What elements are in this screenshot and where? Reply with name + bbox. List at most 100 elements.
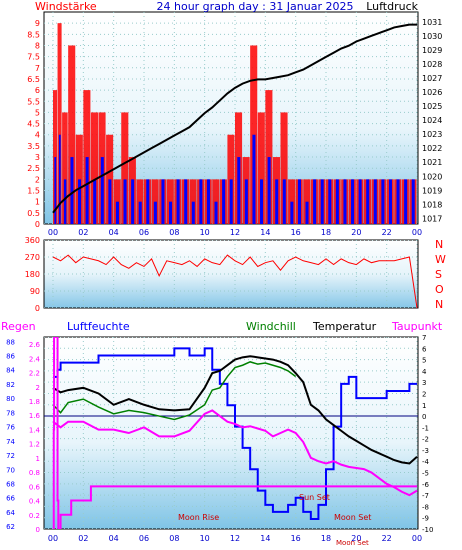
wind-x-tick-label: 14 [260,228,270,237]
wind-bar [267,157,271,224]
wind-bar [199,179,203,224]
dewpoint-line [52,409,418,497]
gust-bar [62,112,68,224]
wind-bar [108,179,112,224]
wind-bar [146,179,150,224]
humidity-line [53,347,417,521]
wind-bar [313,179,317,224]
wind-y-tick-label: 4 [35,131,40,140]
gust-bar [121,112,129,224]
temp-y-tick-label: 6 [422,345,427,353]
wind-y-tick-label: 2.5 [27,164,40,173]
wind-bar [297,179,301,224]
wind-bar [138,201,142,224]
wind-x-ticks: 00 02 04 06 08 10 12 14 16 18 20 22 00 [48,228,422,237]
direction-y-ticks: 0 90 180 270 360 [25,236,40,313]
climate-x-tick-label: 10 [200,534,210,543]
pressure-y-tick-label: 1018 [422,200,442,209]
climate-x-tick-label: 00 [48,534,58,543]
wind-bar [244,179,248,224]
wind-bar [214,201,218,224]
wind-bar [396,179,400,224]
humidity-y-tick-label: 80 [6,395,15,403]
pressure-y-tick-label: 1017 [422,214,442,223]
temperatur-label: Temperatur [312,320,377,333]
temp-y-tick-label: 2 [422,390,426,398]
wind-x-tick-label: 06 [139,228,149,237]
humidity-y-tick-label: 62 [6,523,15,531]
temp-y-tick-label: -8 [422,503,429,511]
humidity-y-tick-label: 84 [6,367,15,375]
humidity-y-tick-label: 64 [6,509,15,517]
wind-bar [184,179,188,224]
direction-y-tick-label: 180 [25,270,40,279]
direction-y-tick-label: 360 [25,236,40,245]
wind-x-tick-label: 18 [321,228,331,237]
wind-bar [206,179,210,224]
rain-y-tick-label: 2 [36,384,40,392]
luftfeuchte-label: Luftfeuchte [67,320,130,333]
direction-line-group [52,254,418,308]
wind-bar [100,157,104,224]
wind-bar [411,179,415,224]
wind-x-tick-label: 10 [200,228,210,237]
wind-bar [343,179,347,224]
climate-x-tick-label: 16 [291,534,301,543]
wind-bar [115,201,119,224]
climate-x-tick-label: 20 [351,534,361,543]
gust-bar [68,45,76,224]
wind-bar [222,179,226,224]
climate-panel-bg [43,336,419,530]
windchill-line [52,361,297,421]
temp-y-tick-label: -6 [422,481,430,489]
temp-y-tick-label: 0 [422,413,426,421]
rain-y-tick-label: 1.6 [29,412,41,420]
wind-bar [63,179,67,224]
wind-y-tick-label: 1.5 [27,187,40,196]
temp-y-tick-label: -2 [422,436,429,444]
temp-y-tick-label: -3 [422,447,429,455]
wind-y-tick-label: 5 [35,108,40,117]
temp-y-tick-label: 4 [422,368,427,376]
wind-x-tick-label: 22 [382,228,392,237]
rain-y-tick-label: 2.6 [29,341,41,349]
rain-y-tick-label: 0 [36,526,40,534]
climate-x-tick-label: 06 [139,534,149,543]
climate-x-tick-label: 08 [169,534,179,543]
humidity-y-tick-label: 88 [6,338,15,346]
wind-bar [237,157,241,224]
regen-label: Regen [1,320,36,333]
climate-x-tick-label: 18 [321,534,331,543]
wind-y-tick-label: 8.5 [27,30,40,39]
humidity-y-tick-label: 86 [6,352,15,360]
temp-y-tick-label: -7 [422,492,429,500]
wind-x-tick-label: 00 [412,228,422,237]
pressure-y-tick-label: 1022 [422,144,442,153]
wind-x-tick-label: 04 [109,228,119,237]
windchill-label: Windchill [246,320,296,333]
humidity-y-tick-label: 82 [6,381,15,389]
climate-x-tick-label: 14 [260,534,270,543]
wind-bar [358,179,362,224]
wind-bar [176,179,180,224]
direction-letter: N [435,238,443,251]
temp-y-tick-label: 1 [422,402,426,410]
pressure-y-tick-label: 1030 [422,32,442,41]
wind-y-tick-label: 0 [35,220,40,229]
wind-x-tick-label: 08 [169,228,179,237]
wind-bar [335,179,339,224]
rain-line [52,337,417,529]
pressure-label: Luftdruck [366,0,418,13]
wind-bars [53,23,417,224]
direction-y-tick-label: 90 [30,287,40,296]
pressure-y-tick-label: 1020 [422,172,442,181]
sun-set-annotation: Sun Set [299,493,330,502]
pressure-y-tick-label: 1028 [422,60,442,69]
gust-bar [90,112,98,224]
wind-y-tick-label: 6.5 [27,75,40,84]
gust-bar [257,112,265,224]
climate-x-tick-label: 12 [230,534,240,543]
pressure-line [52,23,417,214]
